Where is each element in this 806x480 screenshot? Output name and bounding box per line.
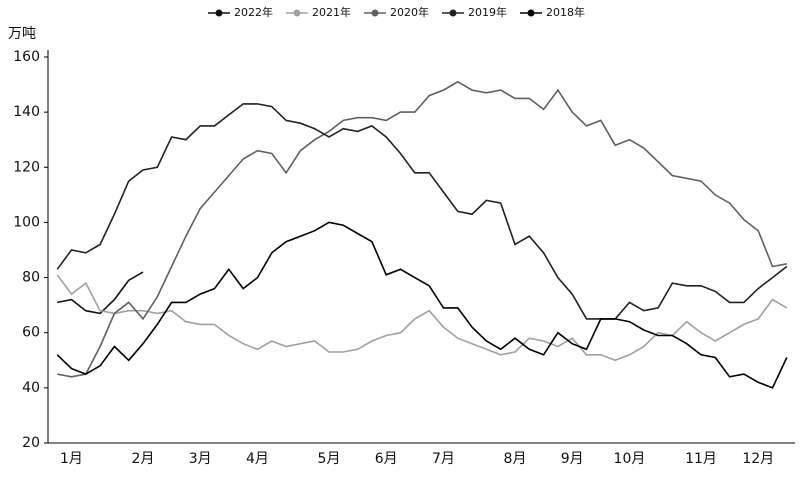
y-tick-label: 40 — [22, 380, 40, 396]
legend-label: 2020年 — [390, 5, 429, 19]
legend-marker — [449, 9, 457, 17]
legend-marker — [527, 9, 535, 17]
series-line — [56, 221, 788, 389]
x-tick-label: 10月 — [614, 451, 646, 467]
y-axis-label: 万吨 — [8, 26, 36, 42]
y-tick-label: 60 — [22, 325, 40, 341]
y-tick-label: 100 — [13, 214, 40, 230]
series-line — [57, 271, 144, 315]
x-tick-label: 5月 — [318, 451, 341, 467]
x-tick-label: 3月 — [189, 451, 212, 467]
x-tick-label: 9月 — [561, 451, 584, 467]
x-tick-label: 11月 — [685, 451, 717, 467]
series-line — [56, 274, 788, 362]
y-tick-label: 160 — [13, 49, 40, 65]
y-tick-label: 120 — [13, 159, 40, 175]
legend-marker — [293, 9, 301, 17]
series-line — [57, 80, 787, 378]
legend-marker — [371, 9, 379, 17]
x-tick-label: 8月 — [504, 451, 527, 467]
x-tick-label: 6月 — [375, 451, 398, 467]
legend-label: 2019年 — [468, 5, 507, 19]
x-tick-label: 1月 — [60, 451, 83, 467]
legend-label: 2018年 — [546, 5, 585, 19]
series-line — [56, 103, 788, 320]
legend-marker — [215, 9, 223, 17]
y-tick-label: 140 — [13, 104, 40, 120]
x-tick-label: 4月 — [246, 451, 269, 467]
legend-label: 2021年 — [312, 5, 351, 19]
x-tick-label: 12月 — [742, 451, 774, 467]
x-tick-label: 2月 — [132, 451, 155, 467]
y-tick-label: 80 — [22, 270, 40, 286]
legend-label: 2022年 — [234, 5, 273, 19]
x-tick-label: 7月 — [432, 451, 455, 467]
y-tick-label: 20 — [22, 435, 40, 451]
